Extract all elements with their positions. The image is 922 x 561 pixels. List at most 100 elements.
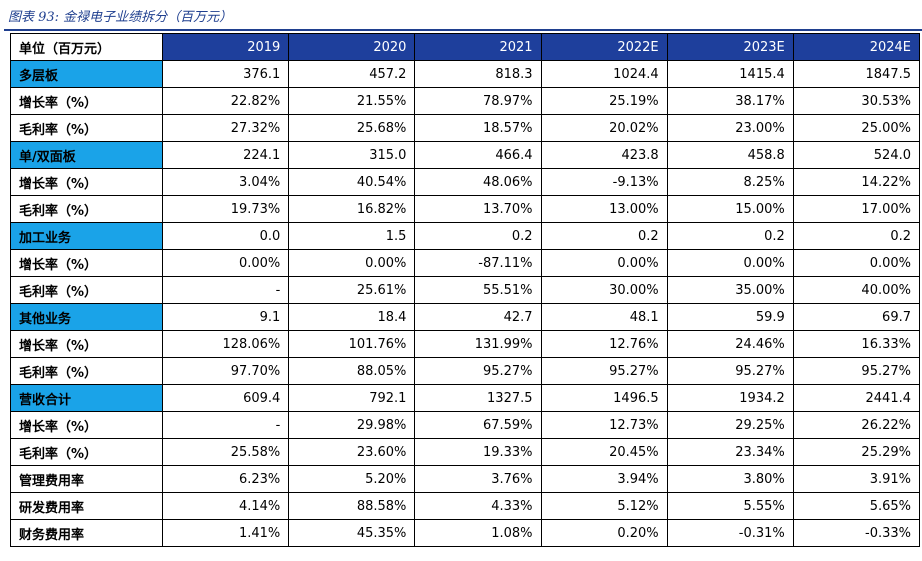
table-cell: 5.65%	[792, 492, 921, 520]
table-cell: 6.23%	[162, 465, 290, 493]
table-cell: 25.61%	[288, 276, 416, 304]
table-cell: -0.33%	[792, 519, 921, 547]
table-cell: 3.76%	[414, 465, 542, 493]
table-cell: 1496.5	[540, 384, 668, 412]
table-cell: 95.27%	[540, 357, 668, 385]
segment-label: 加工业务	[9, 222, 164, 250]
table-cell: 3.91%	[792, 465, 921, 493]
table-cell: 3.80%	[666, 465, 794, 493]
table-cell: 95.27%	[666, 357, 794, 385]
table-cell: 0.00%	[792, 249, 921, 277]
table-cell: 95.27%	[792, 357, 921, 385]
metric-label: 增长率（%）	[9, 168, 164, 196]
metric-row: 研发费用率 4.14% 88.58% 4.33% 5.12% 5.55% 5.65%	[9, 492, 921, 520]
metric-row: 增长率（%） 3.04% 40.54% 48.06% -9.13% 8.25% 14.22%	[9, 168, 921, 196]
table-cell: 35.00%	[666, 276, 794, 304]
metric-row: 增长率（%） 0.00% 0.00% -87.11% 0.00% 0.00% 0.00%	[9, 249, 921, 277]
year-header: 2019	[162, 33, 290, 61]
table-cell: -9.13%	[540, 168, 668, 196]
table-cell: 12.76%	[540, 330, 668, 358]
table-cell: 224.1	[162, 141, 290, 169]
segment-row: 其他业务 9.1 18.4 42.7 48.1 59.9 69.7	[9, 303, 921, 331]
segment-row: 单/双面板 224.1 315.0 466.4 423.8 458.8 524.0	[9, 141, 921, 169]
segment-label: 多层板	[9, 60, 164, 88]
table-cell: 1024.4	[540, 60, 668, 88]
table-cell: 97.70%	[162, 357, 290, 385]
year-header: 2020	[288, 33, 416, 61]
metric-row: 毛利率（%） 25.58% 23.60% 19.33% 20.45% 23.34% 25.2…	[9, 438, 921, 466]
table-cell: 59.9	[666, 303, 794, 331]
table-cell: -87.11%	[414, 249, 542, 277]
table-cell: 4.33%	[414, 492, 542, 520]
table-cell: 29.25%	[666, 411, 794, 439]
table-cell: 27.32%	[162, 114, 290, 142]
year-header: 2024E	[792, 33, 921, 61]
table-cell: 40.00%	[792, 276, 921, 304]
table-cell: 1934.2	[666, 384, 794, 412]
table-cell: 22.82%	[162, 87, 290, 115]
table-cell: 101.76%	[288, 330, 416, 358]
table-cell: 315.0	[288, 141, 416, 169]
metric-label: 研发费用率	[9, 492, 164, 520]
table-cell: 0.00%	[288, 249, 416, 277]
header-row: 单位（百万元） 2019 2020 2021 2022E 2023E 2024E	[9, 33, 921, 61]
table-cell: 25.00%	[792, 114, 921, 142]
table-cell: -	[162, 276, 290, 304]
metric-label: 增长率（%）	[9, 411, 164, 439]
table-cell: 20.45%	[540, 438, 668, 466]
metric-row: 增长率（%） 128.06% 101.76% 131.99% 12.76% 24.46% 1…	[9, 330, 921, 358]
metric-label: 毛利率（%）	[9, 276, 164, 304]
table-cell: 1.08%	[414, 519, 542, 547]
table-cell: 55.51%	[414, 276, 542, 304]
table-cell: 458.8	[666, 141, 794, 169]
table-cell: 48.1	[540, 303, 668, 331]
metric-row: 毛利率（%） 19.73% 16.82% 13.70% 13.00% 15.00% 17.0…	[9, 195, 921, 223]
table-cell: 0.2	[414, 222, 542, 250]
year-header: 2023E	[666, 33, 794, 61]
table-cell: 30.00%	[540, 276, 668, 304]
table-cell: 15.00%	[666, 195, 794, 223]
table-cell: 0.2	[792, 222, 921, 250]
table-cell: 524.0	[792, 141, 921, 169]
metric-row: 增长率（%） -29.98% 67.59% 12.73% 29.25% 26.22%	[9, 411, 921, 439]
table-cell: 45.35%	[288, 519, 416, 547]
table-cell: 1327.5	[414, 384, 542, 412]
table-cell: 16.82%	[288, 195, 416, 223]
table-cell: 88.58%	[288, 492, 416, 520]
metric-row: 管理费用率 6.23% 5.20% 3.76% 3.94% 3.80% 3.91%	[9, 465, 921, 493]
figure-caption: 图表 93: 金禄电子业绩拆分（百万元）	[8, 10, 233, 25]
table-cell: 2441.4	[792, 384, 921, 412]
table-cell: 14.22%	[792, 168, 921, 196]
table-cell: 18.4	[288, 303, 416, 331]
table-cell: 25.19%	[540, 87, 668, 115]
metric-label: 毛利率（%）	[9, 195, 164, 223]
table-cell: 95.27%	[414, 357, 542, 385]
table-cell: 3.94%	[540, 465, 668, 493]
table-cell: 0.00%	[666, 249, 794, 277]
table-cell: 42.7	[414, 303, 542, 331]
table-cell: 88.05%	[288, 357, 416, 385]
table-cell: 40.54%	[288, 168, 416, 196]
metric-label: 财务费用率	[9, 519, 164, 547]
table-cell: 13.00%	[540, 195, 668, 223]
table-cell: 1415.4	[666, 60, 794, 88]
table-cell: 38.17%	[666, 87, 794, 115]
table-cell: 13.70%	[414, 195, 542, 223]
table-cell: 16.33%	[792, 330, 921, 358]
metric-label: 毛利率（%）	[9, 357, 164, 385]
table-cell: 5.12%	[540, 492, 668, 520]
metric-row: 毛利率（%） -25.61% 55.51% 30.00% 35.00% 40.00%	[9, 276, 921, 304]
table-cell: 25.68%	[288, 114, 416, 142]
table-cell: 423.8	[540, 141, 668, 169]
table-cell: 17.00%	[792, 195, 921, 223]
table-cell: 69.7	[792, 303, 921, 331]
table-cell: 30.53%	[792, 87, 921, 115]
table-cell: 19.33%	[414, 438, 542, 466]
table-cell: 457.2	[288, 60, 416, 88]
segment-row: 加工业务 0.0 1.5 0.2 0.2 0.2 0.2	[9, 222, 921, 250]
table-cell: 8.25%	[666, 168, 794, 196]
metric-label: 毛利率（%）	[9, 438, 164, 466]
table-cell: 29.98%	[288, 411, 416, 439]
table-cell: 25.29%	[792, 438, 921, 466]
table-cell: 609.4	[162, 384, 290, 412]
